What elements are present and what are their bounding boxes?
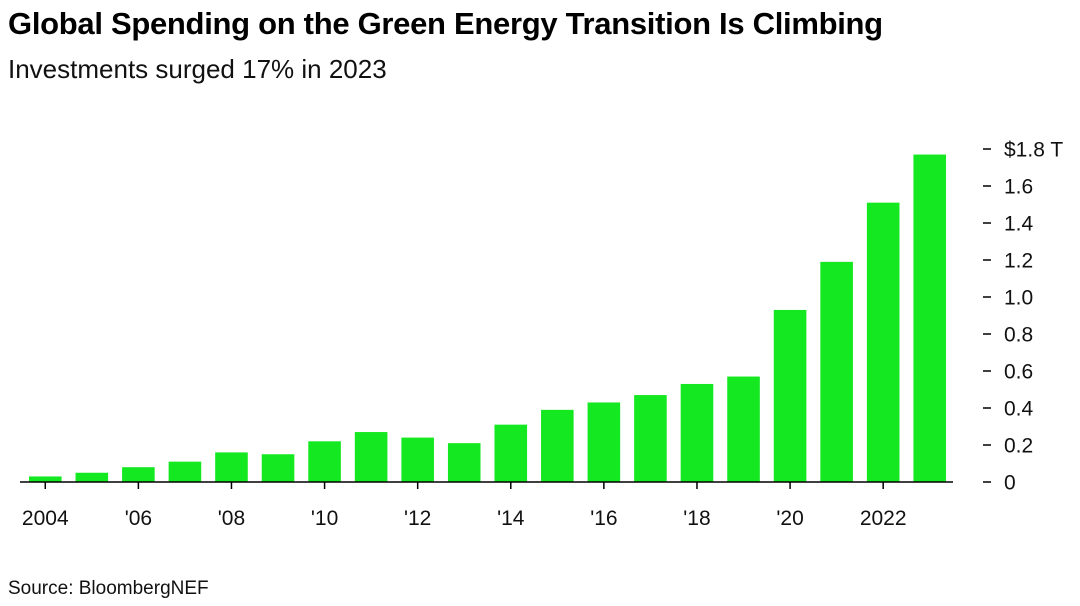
y-tick-label-4: 0.8 [1004, 324, 1033, 347]
bar-2008 [215, 452, 248, 482]
chart-title: Global Spending on the Green Energy Tran… [8, 6, 883, 41]
x-tick-label-2008: '08 [218, 507, 245, 530]
bar-2007 [168, 461, 202, 482]
y-tick-label-3: 0.6 [1004, 361, 1033, 384]
bar-2009 [261, 454, 295, 482]
source-note: Source: BloombergNEF [8, 578, 209, 599]
bar-2017 [634, 395, 667, 482]
x-tick-label-2020: '20 [776, 507, 803, 530]
bar-2020 [773, 309, 807, 482]
bar-2012 [401, 437, 434, 482]
bar-2006 [122, 467, 155, 482]
y-tick-label-9: $1.8 T [1004, 139, 1063, 162]
bar-2022 [866, 202, 900, 482]
x-tick-label-2012: '12 [404, 507, 431, 530]
x-tick-label-2014: '14 [497, 507, 525, 530]
y-tick-label-0: 0 [1004, 472, 1016, 495]
bar-2016 [587, 402, 621, 482]
x-tick-label-2018: '18 [683, 507, 710, 530]
y-tick-label-1: 0.2 [1004, 435, 1033, 458]
y-tick-label-6: 1.2 [1004, 250, 1033, 273]
x-tick-label-2004: 2004 [22, 507, 69, 530]
x-tick-label-2016: '16 [590, 507, 617, 530]
y-tick-label-7: 1.4 [1004, 213, 1034, 236]
bar-2014 [494, 424, 528, 482]
y-tick-label-5: 1.0 [1004, 287, 1033, 310]
bar-2015 [541, 409, 574, 482]
x-tick-label-2006: '06 [125, 507, 152, 530]
bar-2013 [447, 443, 481, 482]
bar-2010 [308, 441, 341, 482]
bar-2004 [28, 476, 62, 482]
chart-subtitle: Investments surged 17% in 2023 [8, 54, 387, 84]
bar-2019 [727, 376, 760, 482]
x-tick-label-2010: '10 [311, 507, 338, 530]
y-tick-label-2: 0.4 [1004, 398, 1034, 421]
bar-2021 [820, 261, 853, 482]
bar-2005 [75, 472, 109, 482]
y-tick-label-8: 1.6 [1004, 176, 1033, 199]
bar-2023 [913, 154, 947, 483]
x-tick-label-2022: 2022 [860, 507, 907, 530]
bar-2011 [354, 432, 388, 482]
bar-2018 [680, 383, 714, 482]
